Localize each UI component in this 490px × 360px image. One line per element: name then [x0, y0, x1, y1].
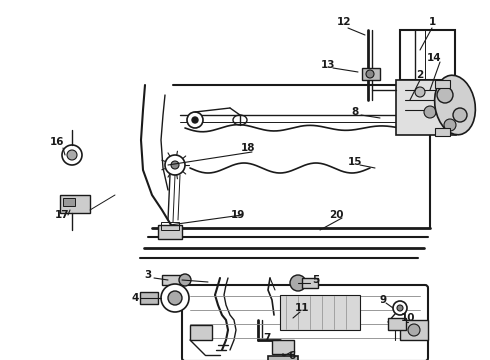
Text: 10: 10 — [401, 313, 415, 323]
Bar — [272, 340, 294, 354]
Bar — [362, 68, 380, 80]
Text: 8: 8 — [351, 107, 359, 117]
Text: 19: 19 — [231, 210, 245, 220]
Bar — [400, 320, 428, 340]
Bar — [435, 128, 450, 136]
Bar — [268, 356, 298, 360]
Text: 15: 15 — [348, 157, 362, 167]
Text: 2: 2 — [416, 70, 424, 80]
Circle shape — [192, 117, 198, 123]
Text: 3: 3 — [145, 270, 151, 280]
Circle shape — [179, 274, 191, 286]
FancyBboxPatch shape — [182, 285, 428, 360]
Text: 13: 13 — [321, 60, 335, 70]
Circle shape — [415, 87, 425, 97]
Bar — [63, 198, 75, 206]
Circle shape — [67, 150, 77, 160]
Text: 4: 4 — [131, 293, 139, 303]
Ellipse shape — [435, 75, 475, 135]
Text: 18: 18 — [241, 143, 255, 153]
Text: 17: 17 — [55, 210, 69, 220]
Bar — [400, 30, 455, 80]
Circle shape — [366, 70, 374, 78]
Bar — [285, 312, 299, 324]
Bar — [140, 292, 158, 304]
Text: 20: 20 — [329, 210, 343, 220]
Text: 5: 5 — [313, 275, 319, 285]
Circle shape — [393, 301, 407, 315]
Text: 11: 11 — [295, 303, 309, 313]
Text: 16: 16 — [50, 137, 64, 147]
Circle shape — [290, 275, 306, 291]
Bar — [162, 275, 182, 285]
Text: 7: 7 — [263, 333, 270, 343]
Bar — [302, 278, 318, 288]
Circle shape — [168, 291, 182, 305]
Circle shape — [283, 311, 297, 325]
Circle shape — [171, 161, 179, 169]
Circle shape — [62, 145, 82, 165]
Circle shape — [165, 155, 185, 175]
Text: 14: 14 — [427, 53, 441, 63]
Circle shape — [161, 284, 189, 312]
Circle shape — [397, 305, 403, 311]
Text: 12: 12 — [337, 17, 351, 27]
Bar — [388, 318, 406, 330]
Circle shape — [187, 112, 203, 128]
Circle shape — [453, 108, 467, 122]
Bar — [158, 225, 182, 239]
Circle shape — [408, 324, 420, 336]
Bar — [396, 80, 456, 135]
Bar — [190, 325, 212, 340]
Circle shape — [424, 106, 436, 118]
Bar — [280, 295, 360, 330]
Circle shape — [437, 87, 453, 103]
Bar — [60, 195, 90, 213]
Text: 6: 6 — [289, 351, 295, 360]
Circle shape — [444, 119, 456, 131]
Text: 9: 9 — [379, 295, 387, 305]
Bar — [435, 80, 450, 88]
Bar — [161, 222, 179, 230]
Text: 1: 1 — [428, 17, 436, 27]
